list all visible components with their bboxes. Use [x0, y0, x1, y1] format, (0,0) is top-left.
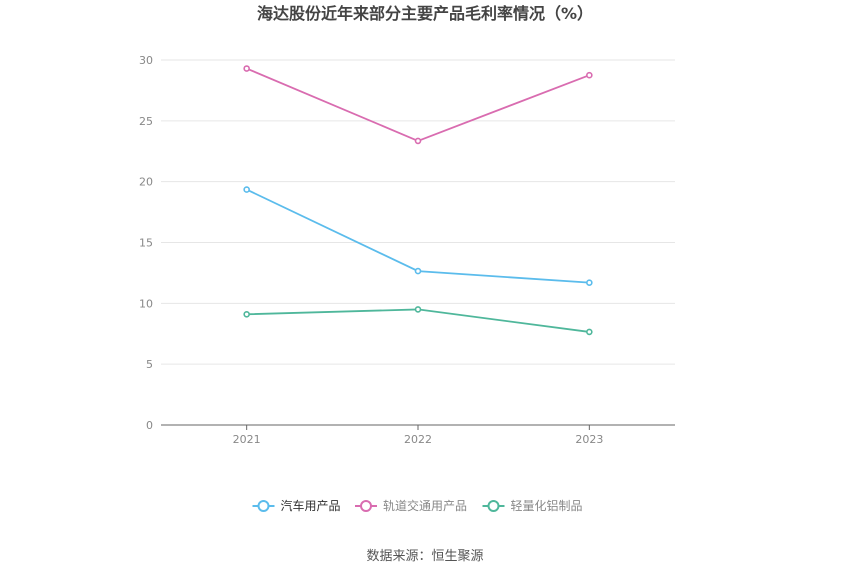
x-tick-label: 2021 — [233, 433, 261, 446]
x-axis: 2021 2022 2023 — [161, 424, 675, 446]
y-tick-label: 15 — [139, 237, 153, 250]
x-tick-label: 2023 — [575, 433, 603, 446]
legend-marker — [257, 500, 270, 512]
legend-label: 轻量化铝制品 — [511, 498, 583, 513]
data-source: 数据来源：恒生聚源 — [366, 549, 484, 564]
x-tick-label: 2022 — [404, 433, 432, 446]
data-point[interactable] — [243, 65, 250, 72]
grid-lines — [161, 59, 675, 365]
data-point[interactable] — [586, 71, 593, 79]
legend-item[interactable]: 汽车用产品 — [252, 498, 341, 513]
series-line — [246, 67, 590, 142]
series-line — [246, 308, 590, 333]
y-axis-ticks: 0 5 10 15 20 25 30 — [139, 54, 153, 432]
legend[interactable]: 汽车用产品 轨道交通用产品 轻量化铝制品 — [252, 498, 583, 513]
data-point[interactable] — [414, 137, 422, 145]
y-tick-label: 0 — [146, 419, 153, 432]
legend-item[interactable]: 轨道交通用产品 — [355, 498, 467, 513]
data-point[interactable] — [586, 279, 593, 286]
legend-marker — [360, 500, 372, 512]
y-tick-label: 25 — [139, 115, 153, 128]
y-tick-label: 20 — [139, 176, 153, 189]
data-point[interactable] — [243, 186, 250, 193]
y-tick-label: 5 — [146, 358, 153, 371]
chart-title: 海达股份近年来部分主要产品毛利率情况（%） — [256, 4, 594, 23]
series-group — [243, 65, 593, 336]
y-tick-label: 30 — [139, 54, 153, 67]
y-tick-label: 10 — [139, 297, 153, 310]
data-point[interactable] — [586, 328, 593, 336]
legend-marker — [487, 500, 500, 512]
data-point[interactable] — [414, 306, 422, 313]
data-point[interactable] — [243, 310, 250, 318]
data-point[interactable] — [414, 267, 422, 275]
legend-label: 轨道交通用产品 — [383, 498, 467, 513]
legend-label: 汽车用产品 — [281, 498, 341, 513]
legend-item[interactable]: 轻量化铝制品 — [482, 498, 583, 513]
